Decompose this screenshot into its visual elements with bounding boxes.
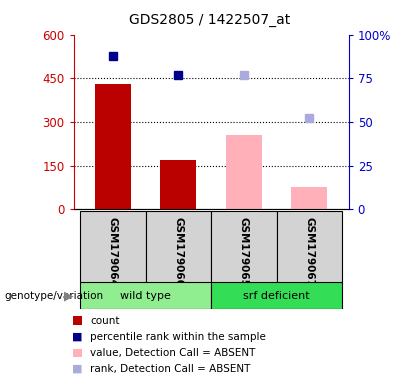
Bar xyxy=(226,135,262,209)
Bar xyxy=(211,211,276,282)
Bar xyxy=(80,282,211,309)
Text: ■: ■ xyxy=(73,332,83,342)
Bar xyxy=(211,282,342,309)
Text: wild type: wild type xyxy=(120,291,171,301)
Bar xyxy=(146,211,211,282)
Text: ▶: ▶ xyxy=(64,289,73,302)
Text: genotype/variation: genotype/variation xyxy=(4,291,103,301)
Text: percentile rank within the sample: percentile rank within the sample xyxy=(90,332,266,342)
Bar xyxy=(276,211,342,282)
Text: GDS2805 / 1422507_at: GDS2805 / 1422507_at xyxy=(129,13,291,27)
Text: value, Detection Call = ABSENT: value, Detection Call = ABSENT xyxy=(90,348,256,358)
Bar xyxy=(291,187,327,209)
Text: GSM179067: GSM179067 xyxy=(304,217,314,287)
Text: srf deficient: srf deficient xyxy=(243,291,310,301)
Text: rank, Detection Call = ABSENT: rank, Detection Call = ABSENT xyxy=(90,364,251,374)
Text: GSM179065: GSM179065 xyxy=(239,217,249,287)
Bar xyxy=(95,84,131,209)
Text: count: count xyxy=(90,316,120,326)
Bar xyxy=(160,160,196,209)
Text: GSM179066: GSM179066 xyxy=(173,217,183,287)
Text: GSM179064: GSM179064 xyxy=(108,217,118,287)
Bar xyxy=(80,211,146,282)
Text: ■: ■ xyxy=(73,364,83,374)
